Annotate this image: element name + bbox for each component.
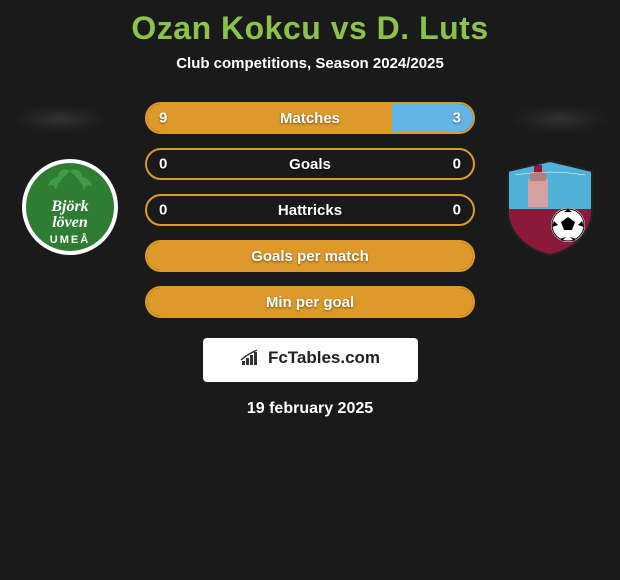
- svg-text:UMEÅ: UMEÅ: [50, 233, 90, 246]
- svg-text:PAIDE: PAIDE: [500, 157, 518, 159]
- stat-row: 00Hattricks: [145, 194, 475, 226]
- stat-label: Goals per match: [147, 248, 473, 265]
- stat-label: Hattricks: [147, 202, 473, 219]
- team-badge-left: Björk löven UMEÅ: [20, 157, 120, 257]
- team-badge-right: PAIDE: [500, 157, 600, 257]
- chart-icon: [240, 349, 262, 367]
- stat-label: Min per goal: [147, 294, 473, 311]
- stat-row: 00Goals: [145, 148, 475, 180]
- page-title: Ozan Kokcu vs D. Luts: [0, 10, 620, 47]
- stat-label: Matches: [147, 110, 473, 127]
- svg-text:löven: löven: [52, 214, 88, 231]
- stat-row: 93Matches: [145, 102, 475, 134]
- svg-text:Björk: Björk: [50, 198, 88, 215]
- date-text: 19 february 2025: [0, 400, 620, 418]
- player-shadow-right: [510, 104, 610, 134]
- branding-text: FcTables.com: [268, 348, 380, 368]
- stat-row: Min per goal: [145, 286, 475, 318]
- branding-box: FcTables.com: [203, 338, 418, 382]
- stat-rows: 93Matches 00Goals 00Hattricks Goals per mat…: [145, 102, 475, 318]
- subtitle: Club competitions, Season 2024/2025: [0, 55, 620, 72]
- player-shadow-left: [10, 104, 110, 134]
- stat-row: Goals per match: [145, 240, 475, 272]
- stats-area: Björk löven UMEÅ: [0, 102, 620, 318]
- stat-label: Goals: [147, 156, 473, 173]
